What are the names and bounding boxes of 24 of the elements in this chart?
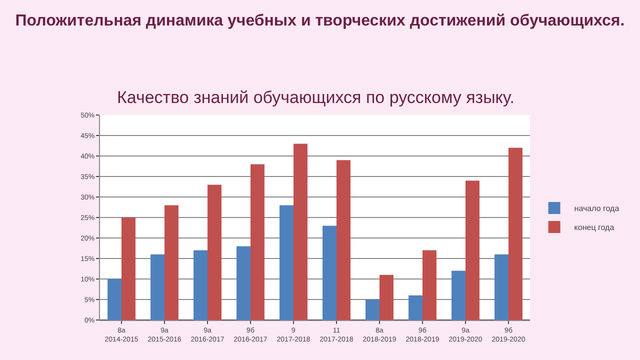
bar	[250, 164, 264, 320]
bar	[150, 254, 164, 320]
bar	[452, 270, 466, 320]
legend-label: начало года	[574, 204, 620, 214]
bar	[494, 254, 508, 320]
bar	[408, 295, 422, 320]
bar	[366, 300, 380, 320]
bar	[508, 148, 522, 320]
chart-title: Положительная динамика учебных и творческих достижений обучающихся.	[15, 12, 625, 30]
bar	[380, 274, 394, 320]
bar	[164, 205, 178, 320]
bar	[236, 246, 250, 320]
chart-subtitle: Качество знаний обучающихся по русскому языку.	[117, 88, 514, 107]
bar	[208, 184, 222, 320]
bar	[194, 250, 208, 320]
bar	[294, 144, 308, 320]
bar	[336, 160, 350, 320]
bar	[322, 226, 336, 320]
bar	[108, 279, 122, 320]
bar	[466, 180, 480, 320]
bar	[122, 218, 136, 320]
bar	[280, 205, 294, 320]
legend-label: конец года	[574, 223, 615, 232]
bar	[422, 250, 436, 320]
